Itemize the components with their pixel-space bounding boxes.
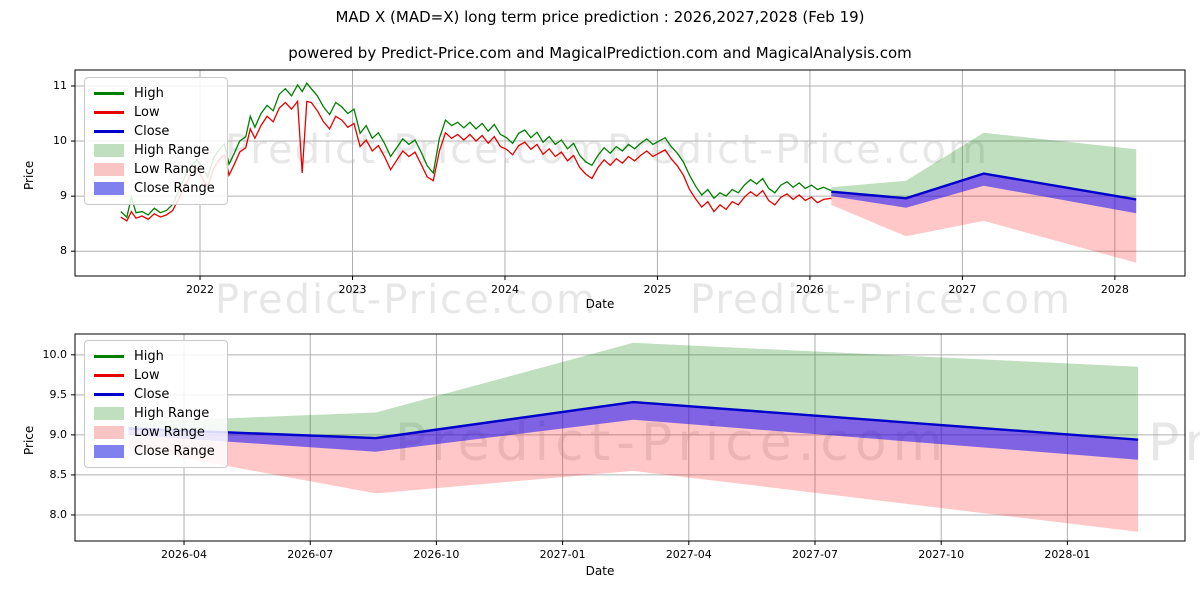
legend-item: Low — [94, 103, 215, 122]
high-line — [120, 82, 832, 219]
legend-item: Low — [94, 366, 215, 385]
legend-item-label: High — [134, 86, 164, 101]
legend-bottom: High Low Close High Range Low Range Close Ran… — [84, 340, 228, 468]
legend-item-label: Low — [134, 105, 160, 120]
legend-item-label: High — [134, 349, 164, 364]
legend-item: Close Range — [94, 442, 215, 461]
legend-item: High — [94, 347, 215, 366]
legend-item-label: Close — [134, 387, 170, 402]
legend-item: High Range — [94, 404, 215, 423]
close-range-band — [128, 402, 1139, 460]
plot-border — [74, 333, 1186, 542]
legend-line-swatch — [94, 130, 124, 133]
close-range-band — [831, 173, 1137, 214]
legend-item: Close — [94, 122, 215, 141]
legend-patch-swatch — [94, 163, 124, 176]
high-range-band — [831, 132, 1137, 200]
figure-subtitle: powered by Predict-Price.com and Magical… — [288, 44, 912, 62]
legend-item: Low Range — [94, 423, 215, 442]
legend-top: High Low Close High Range Low Range Close Ran… — [84, 77, 228, 205]
x-tick-label: 2027-10 — [918, 548, 965, 561]
legend-line-swatch — [94, 355, 124, 358]
legend-patch-swatch — [94, 426, 124, 439]
y-tick-label: 8.0 — [49, 507, 68, 521]
y-tick-label: 10.0 — [42, 347, 68, 361]
legend-line-swatch — [94, 92, 124, 95]
bottom-x-axis-label: Date — [585, 564, 615, 578]
legend-patch-swatch — [94, 144, 124, 157]
x-tick-label: 2026 — [795, 283, 824, 296]
legend-patch-swatch — [94, 445, 124, 458]
legend-item-label: Low Range — [134, 162, 205, 177]
legend-patch-swatch — [94, 182, 124, 195]
x-tick-label: 2022 — [186, 283, 215, 296]
legend-line-swatch — [94, 111, 124, 114]
y-tick-label: 9 — [60, 189, 67, 203]
y-tick-label: 11 — [53, 78, 67, 92]
legend-item-label: Close — [134, 124, 170, 139]
legend-item-label: Close Range — [134, 181, 215, 196]
y-tick-label: 10 — [53, 134, 67, 148]
legend-line-swatch — [94, 393, 124, 396]
legend-item: High — [94, 84, 215, 103]
low-line — [120, 99, 832, 222]
x-tick-label: 2027 — [948, 283, 977, 296]
legend-item-label: High Range — [134, 143, 210, 158]
x-tick-label: 2027-04 — [665, 548, 712, 561]
high-range-band — [128, 342, 1139, 440]
legend-item: Low Range — [94, 160, 215, 179]
legend-patch-swatch — [94, 407, 124, 420]
x-tick-label: 2026-10 — [413, 548, 460, 561]
x-tick-label: 2028 — [1100, 283, 1129, 296]
top-x-axis-label: Date — [585, 297, 615, 311]
x-tick-label: 2027-01 — [539, 548, 586, 561]
legend-line-swatch — [94, 374, 124, 377]
x-tick-label: 2026-07 — [287, 548, 334, 561]
x-tick-label: 2026-04 — [161, 548, 208, 561]
x-tick-label: 2028-01 — [1044, 548, 1091, 561]
legend-item: High Range — [94, 141, 215, 160]
x-tick-label: 2025 — [643, 283, 672, 296]
x-tick-label: 2024 — [490, 283, 519, 296]
y-tick-label: 8.5 — [49, 467, 68, 481]
x-tick-label: 2023 — [338, 283, 367, 296]
legend-item: Close — [94, 385, 215, 404]
legend-item: Close Range — [94, 179, 215, 198]
y-tick-label: 9.0 — [49, 427, 68, 441]
close-prediction-line — [128, 400, 1139, 441]
x-tick-label: 2027-07 — [792, 548, 838, 561]
legend-item-label: Low — [134, 368, 160, 383]
legend-item-label: Close Range — [134, 444, 215, 459]
plot-border — [74, 69, 1186, 277]
page-title: MAD X (MAD=X) long term price prediction… — [335, 8, 865, 26]
legend-item-label: Low Range — [134, 425, 205, 440]
top-y-axis-label: Price — [22, 160, 36, 190]
legend-item-label: High Range — [134, 406, 210, 421]
y-tick-label: 8 — [60, 244, 67, 258]
close-prediction-line — [831, 172, 1137, 201]
y-tick-label: 9.5 — [49, 387, 68, 401]
